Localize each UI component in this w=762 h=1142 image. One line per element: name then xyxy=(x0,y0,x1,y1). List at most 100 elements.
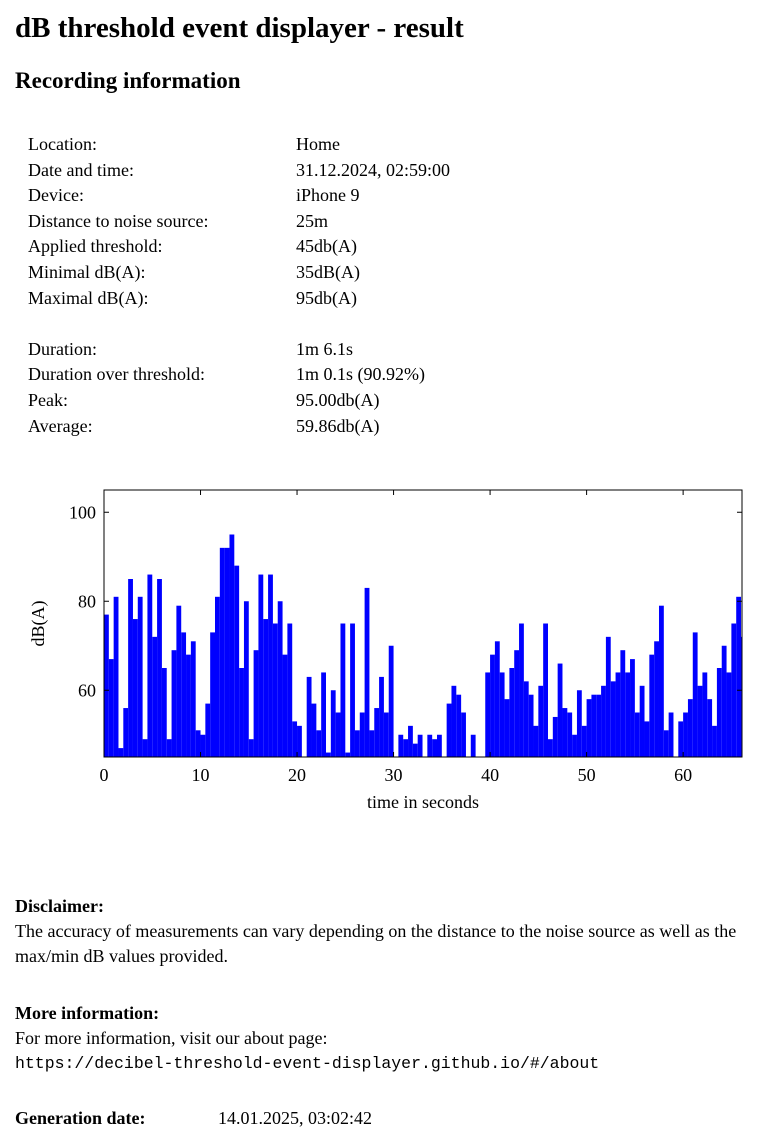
about-link[interactable]: https://decibel-threshold-event-displaye… xyxy=(15,1054,600,1073)
x-tick-label: 60 xyxy=(674,765,692,785)
bar xyxy=(470,734,476,757)
bar xyxy=(615,672,621,757)
bar xyxy=(687,699,693,757)
bar xyxy=(248,739,254,757)
bar xyxy=(186,654,191,757)
bar xyxy=(494,641,500,757)
bar xyxy=(528,694,534,757)
bar xyxy=(625,672,631,757)
bar xyxy=(461,712,466,757)
bar xyxy=(383,712,389,757)
info-value: Home xyxy=(296,134,340,154)
bar xyxy=(123,708,129,757)
bar xyxy=(350,623,355,757)
bar xyxy=(456,694,462,757)
bar xyxy=(142,739,148,757)
bar xyxy=(499,672,505,757)
bar xyxy=(272,623,278,757)
x-axis-label: time in seconds xyxy=(367,792,479,812)
bar xyxy=(287,623,293,757)
bar xyxy=(591,694,597,757)
bar xyxy=(113,596,119,757)
x-tick-label: 10 xyxy=(192,765,210,785)
y-tick-label: 80 xyxy=(78,591,96,611)
bar xyxy=(205,703,211,757)
bar xyxy=(543,623,548,757)
disclaimer-title: Disclaimer: xyxy=(15,896,104,916)
info-value: 31.12.2024, 02:59:00 xyxy=(296,159,451,180)
y-tick-label: 60 xyxy=(78,680,96,700)
stat-value: 1m 0.1s (90.92%) xyxy=(296,364,425,385)
bar xyxy=(200,734,206,757)
bar xyxy=(712,725,717,757)
stat-value: 59.86db(A) xyxy=(296,415,380,436)
bar xyxy=(697,685,703,757)
stat-value: 1m 6.1s xyxy=(296,338,354,359)
bar xyxy=(330,690,336,757)
bar xyxy=(620,650,626,757)
bar xyxy=(210,632,215,757)
bar xyxy=(523,681,529,757)
page-title: dB threshold event displayer - result xyxy=(15,12,464,44)
bar xyxy=(451,685,457,757)
chart: 0 10 20 30 40 50 60 60 80 100 time in seconds dB(A) xyxy=(28,489,743,812)
bar xyxy=(171,650,177,757)
bar xyxy=(258,574,264,757)
bar xyxy=(229,534,235,757)
bar xyxy=(379,676,384,757)
stat-value: 95.00db(A) xyxy=(296,390,380,410)
bar xyxy=(161,668,167,757)
bar xyxy=(137,596,143,757)
bar xyxy=(490,654,495,757)
bar xyxy=(649,654,655,757)
bar xyxy=(692,632,698,757)
bar xyxy=(654,641,659,757)
info-value: 45db(A) xyxy=(296,236,357,257)
bar xyxy=(610,681,616,757)
bar xyxy=(374,708,380,757)
bar xyxy=(663,730,669,757)
bar xyxy=(132,619,138,757)
bar xyxy=(581,725,587,757)
bar xyxy=(311,703,317,757)
bar xyxy=(190,641,196,757)
info-label: Minimal dB(A): xyxy=(28,262,146,282)
bar xyxy=(253,650,259,757)
x-tick-label: 0 xyxy=(100,765,109,785)
bar xyxy=(214,596,220,757)
bar xyxy=(152,636,158,757)
info-value: 25m xyxy=(296,210,329,231)
more-info-title: More information: xyxy=(15,1003,160,1023)
info-value: 35dB(A) xyxy=(296,262,360,282)
info-label: Date and time: xyxy=(28,159,134,180)
bar xyxy=(432,739,437,757)
stat-label: Average: xyxy=(28,415,93,436)
bar xyxy=(707,699,713,757)
bar xyxy=(547,739,553,757)
stat-label: Duration: xyxy=(28,338,97,359)
bar xyxy=(509,668,515,757)
bar xyxy=(176,605,182,757)
disclaimer-text: The accuracy of measurements can vary de… xyxy=(15,921,737,966)
bar xyxy=(297,725,302,757)
bar xyxy=(683,712,688,757)
y-axis-label: dB(A) xyxy=(28,601,49,647)
bar xyxy=(104,614,109,757)
bar xyxy=(108,659,114,757)
bar xyxy=(195,730,201,757)
bar xyxy=(726,672,732,757)
plot-frame xyxy=(103,489,743,758)
generation-value: 14.01.2025, 03:02:42 xyxy=(218,1108,373,1128)
bar xyxy=(427,734,433,757)
bar xyxy=(166,739,172,757)
bar xyxy=(417,734,423,757)
stat-label: Peak: xyxy=(28,390,68,410)
bar xyxy=(388,645,394,757)
bar xyxy=(721,645,727,757)
bar xyxy=(224,547,230,757)
info-value: 95db(A) xyxy=(296,287,357,308)
info-label: Device: xyxy=(28,185,84,206)
x-tick-label: 50 xyxy=(578,765,596,785)
bar xyxy=(359,712,365,757)
